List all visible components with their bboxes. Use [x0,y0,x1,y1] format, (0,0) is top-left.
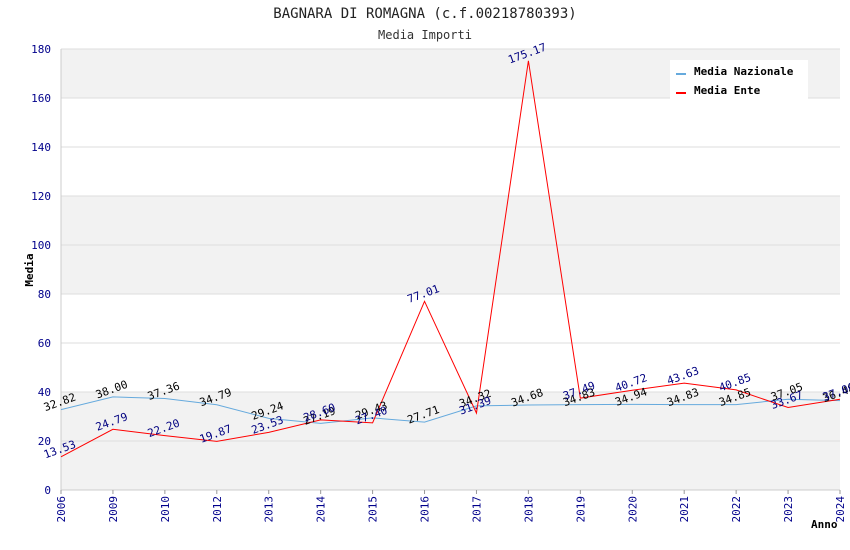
x-tick-label: 2013 [263,496,276,523]
x-tick-label: 2017 [470,496,483,523]
x-tick-label: 2019 [574,496,587,523]
x-tick-label: 2020 [626,496,639,523]
y-tick-label: 20 [38,435,51,448]
chart-subtitle: Media Importi [378,28,472,42]
y-tick-label: 60 [38,337,51,350]
series-lines [60,60,841,458]
y-tick-label: 120 [31,190,51,203]
x-tick-label: 2024 [834,496,847,523]
x-tick-label: 2016 [419,496,432,523]
legend-label-ente: Media Ente [694,84,761,97]
x-tick-label: 2009 [107,496,120,523]
tick-labels: 0 20 40 60 80 100 120 140 160 180 2006 2009 2010 2012… [31,43,847,523]
legend: Media Nazionale Media Ente [670,60,808,102]
y-tick-label: 80 [38,288,51,301]
plot-band [61,343,840,392]
x-tick-label: 2014 [315,496,328,523]
y-tick-label: 160 [31,92,51,105]
x-tick-label: 2021 [678,496,691,523]
plot-band [61,98,840,147]
x-tick-label: 2006 [55,496,68,523]
x-axis-label: Anno [811,518,838,531]
y-tick-label: 40 [38,386,51,399]
y-tick-label: 100 [31,239,51,252]
series-line-ente [60,60,841,458]
plot-band [61,245,840,294]
chart-title: BAGNARA DI ROMAGNA (c.f.00218780393) [273,6,576,22]
plot-bands [61,49,840,490]
x-tick-label: 2023 [782,496,795,523]
x-tick-label: 2015 [367,496,380,523]
series-line-nazionale [60,396,841,424]
x-tick-label: 2010 [159,496,172,523]
y-tick-label: 180 [31,43,51,56]
grid [61,48,840,491]
y-axis-label: Media [23,253,36,286]
y-tick-label: 0 [44,484,51,497]
plot-band [61,294,840,343]
y-tick-label: 140 [31,141,51,154]
x-tick-label: 2018 [522,496,535,523]
x-tick-label: 2012 [211,496,224,523]
plot-band [61,392,840,441]
axes [60,49,841,494]
plot-band [61,147,840,196]
plot-band [61,196,840,245]
legend-box [670,60,808,102]
x-tick-label: 2022 [730,496,743,523]
plot-band [61,441,840,490]
legend-label-nazionale: Media Nazionale [694,65,794,78]
